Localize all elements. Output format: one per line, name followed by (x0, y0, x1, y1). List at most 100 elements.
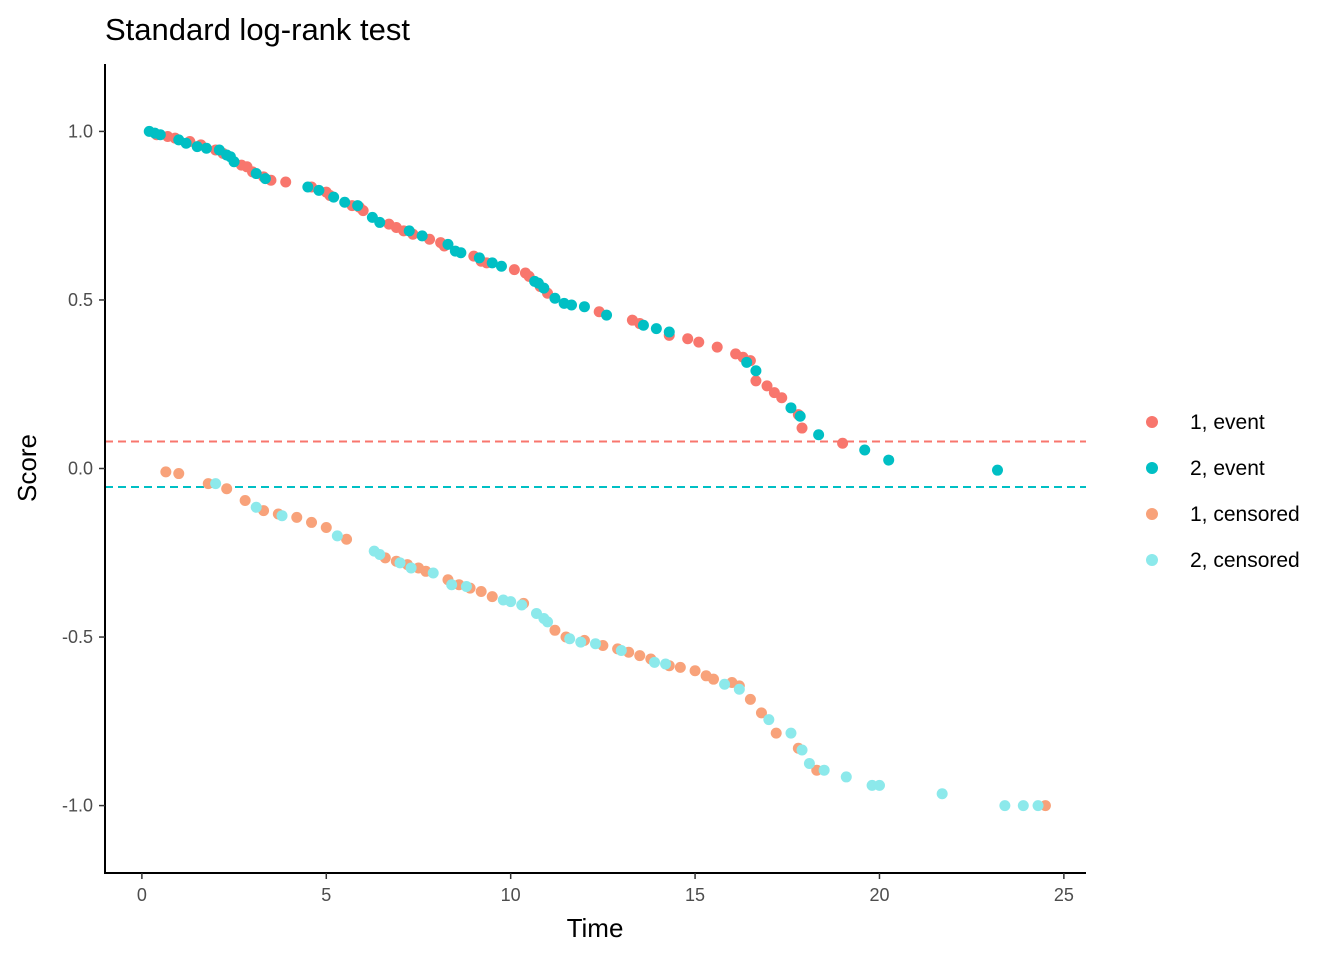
point-series4-7 (394, 557, 406, 569)
point-series4-19 (575, 636, 587, 648)
point-series4-1 (210, 478, 222, 490)
point-series1-41 (711, 341, 723, 353)
reference-lines (105, 440, 1086, 489)
point-series4-26 (763, 714, 775, 726)
point-series2-41 (750, 365, 762, 377)
point-series4-31 (840, 771, 852, 783)
point-series3-1 (160, 466, 172, 478)
point-series4-20 (590, 638, 601, 650)
point-series3-29 (634, 650, 646, 662)
point-series4-23 (660, 658, 672, 670)
point-series2-22 (416, 230, 428, 242)
legend-label: 1, event (1190, 411, 1265, 434)
point-series2-35 (578, 301, 590, 313)
point-series4-36 (1017, 800, 1029, 812)
data-points (143, 125, 1051, 812)
point-series4-22 (649, 656, 661, 668)
point-series3-11 (341, 533, 353, 545)
point-series2-21 (403, 225, 415, 237)
point-series2-47 (991, 464, 1003, 476)
chart-title: Standard log-rank test (105, 12, 410, 47)
point-series3-10 (320, 521, 332, 533)
point-series2-20 (374, 216, 386, 228)
point-series4-6 (374, 548, 386, 560)
point-series2-15 (313, 184, 325, 196)
point-series3-9 (306, 516, 318, 528)
point-series4-4 (331, 530, 343, 542)
point-series4-17 (542, 616, 554, 628)
point-series2-28 (495, 260, 507, 272)
point-series2-27 (486, 257, 498, 269)
point-series1-50 (796, 422, 808, 434)
point-series1-39 (682, 333, 694, 345)
point-series3-32 (674, 661, 686, 673)
point-series2-16 (328, 191, 340, 203)
point-series4-11 (460, 580, 472, 592)
y-tick-label: -1.0 (62, 796, 93, 816)
point-series2-13 (259, 173, 271, 185)
point-series3-23 (549, 624, 561, 636)
x-tick-label: 20 (869, 885, 889, 905)
legend-label: 2, event (1190, 457, 1265, 480)
point-series2-38 (650, 323, 662, 335)
point-series2-36 (601, 309, 613, 321)
point-series1-51 (837, 437, 849, 449)
y-axis-title: Score (12, 434, 42, 502)
point-series2-45 (859, 444, 871, 456)
point-series2-34 (566, 299, 578, 311)
legend-item: 2, censored (1146, 549, 1300, 572)
x-tick-label: 5 (321, 885, 331, 905)
point-series4-2 (250, 501, 262, 513)
x-tick-label: 25 (1054, 885, 1074, 905)
point-series4-10 (446, 579, 458, 591)
point-series4-24 (719, 678, 731, 690)
point-series4-28 (796, 744, 808, 756)
point-series4-33 (873, 779, 885, 791)
point-series4-37 (1032, 800, 1044, 812)
point-series1-30 (508, 264, 520, 276)
point-series2-25 (455, 247, 467, 259)
y-tick-label: -0.5 (62, 627, 93, 647)
point-series3-20 (475, 586, 487, 598)
point-series4-29 (803, 757, 815, 769)
point-series3-40 (770, 727, 782, 739)
point-series3-35 (708, 673, 720, 685)
legend-key (1146, 416, 1158, 428)
point-series2-26 (473, 252, 485, 264)
plot-area (105, 125, 1086, 812)
y-axis-ticks: 1.0 0.5 0.0 -0.5 -1.0 (62, 121, 105, 816)
point-series2-3 (154, 129, 166, 141)
point-series2-23 (442, 238, 454, 250)
point-series2-6 (191, 141, 203, 153)
point-series4-34 (936, 788, 948, 800)
y-tick-label: 0.0 (68, 459, 93, 479)
point-series3-8 (291, 511, 303, 523)
x-axis-title: Time (567, 913, 624, 943)
legend-item: 1, event (1146, 411, 1265, 434)
point-series4-35 (999, 800, 1011, 812)
point-series2-43 (794, 410, 806, 422)
point-series1-46 (761, 380, 773, 392)
legend-item: 1, censored (1146, 503, 1300, 526)
y-tick-label: 0.5 (68, 290, 93, 310)
point-series3-4 (221, 483, 233, 495)
point-series2-17 (339, 196, 351, 208)
point-series2-12 (250, 168, 262, 180)
point-series1-48 (776, 392, 788, 404)
legend-key (1146, 508, 1158, 520)
point-series2-32 (549, 292, 561, 304)
point-series4-25 (733, 683, 745, 695)
point-series1-45 (750, 375, 762, 387)
point-series4-21 (615, 645, 627, 657)
legend-label: 1, censored (1190, 503, 1300, 526)
point-series3-21 (486, 591, 498, 603)
point-series2-18 (352, 200, 364, 212)
point-series2-11 (228, 156, 240, 168)
point-series4-13 (505, 596, 517, 608)
point-series4-27 (785, 727, 797, 739)
point-series3-5 (239, 495, 251, 507)
x-tick-label: 0 (137, 885, 147, 905)
point-series3-39 (755, 707, 767, 719)
y-tick-label: 1.0 (68, 121, 93, 141)
